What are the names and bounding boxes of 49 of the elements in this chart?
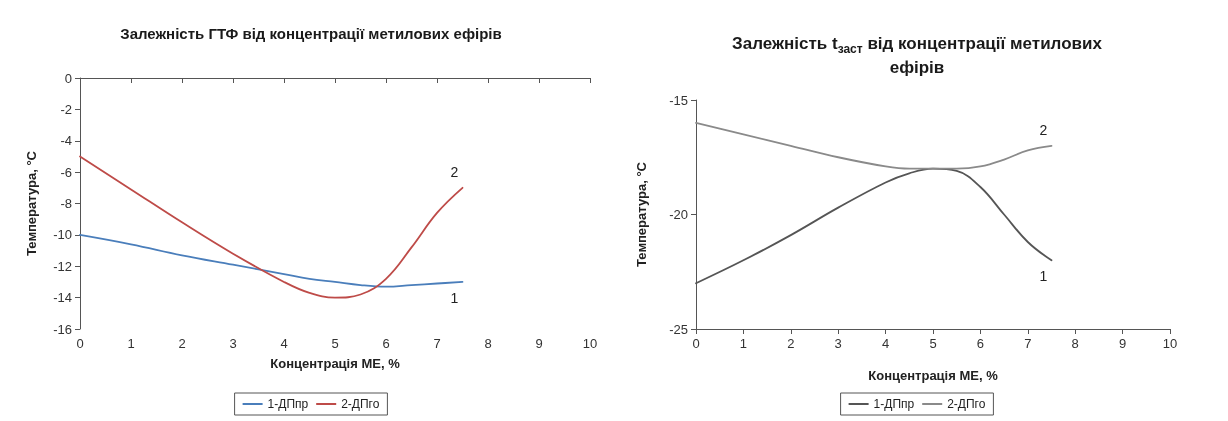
annotation: 2	[450, 163, 459, 180]
y-axis-title: Температура, °С	[24, 150, 39, 256]
y-tick-label: -15	[669, 92, 688, 108]
x-tick-label: 3	[229, 336, 237, 351]
annotation: 1	[1039, 268, 1048, 285]
line-series	[79, 233, 464, 288]
x-tick-label: 4	[881, 336, 890, 351]
x-tick-label: 0	[76, 336, 84, 351]
legend-label: 1-ДПпр	[267, 397, 309, 411]
legend-label: 2-ДПго	[947, 397, 986, 411]
line-series	[695, 122, 1053, 170]
x-tick-label: 10	[582, 336, 598, 351]
x-tick-label: 0	[692, 336, 700, 351]
x-tick-label: 5	[331, 336, 339, 351]
x-tick-label: 7	[433, 336, 441, 351]
x-tick-label: 1	[127, 336, 135, 351]
x-tick-label: 2	[178, 336, 186, 351]
x-tick-label: 8	[1071, 336, 1079, 351]
x-tick-label: 4	[280, 336, 288, 351]
y-tick-label: -20	[669, 207, 688, 222]
x-tick-label: 10	[1162, 336, 1178, 351]
x-axis-title: Концентрація МЕ, %	[868, 368, 999, 383]
y-tick-label: -16	[53, 321, 72, 337]
y-tick-label: -10	[53, 227, 72, 243]
x-tick-label: 6	[382, 336, 390, 351]
y-axis-title: Температура, °С	[634, 161, 649, 267]
x-tick-label: 9	[1118, 336, 1127, 351]
x-tick-label: 9	[535, 336, 543, 351]
x-tick-label: 2	[787, 336, 795, 351]
x-tick-label: 3	[834, 336, 842, 351]
y-tick-label: -2	[60, 101, 72, 117]
x-axis-title: Концентрація МЕ, %	[270, 356, 401, 371]
x-tick-label: 1	[739, 336, 748, 351]
x-tick-label: 5	[929, 336, 937, 351]
legend-label: 2-ДПго	[341, 397, 380, 411]
y-tick-label: -25	[669, 321, 688, 337]
x-tick-label: 7	[1024, 336, 1032, 351]
y-tick-label: 0	[64, 70, 72, 86]
x-tick-label: 8	[484, 336, 492, 351]
annotation: 1	[450, 289, 459, 306]
chart-title: Залежність ГТФ від концентрації метилових ефірів	[120, 24, 502, 42]
y-tick-label: -12	[53, 258, 72, 274]
annotation: 2	[1039, 121, 1048, 138]
x-tick-label: 6	[976, 336, 985, 351]
y-tick-label: -14	[53, 290, 72, 306]
y-tick-label: -8	[60, 196, 72, 211]
y-tick-label: -4	[60, 133, 72, 149]
y-tick-label: -6	[60, 164, 72, 180]
legend-label: 1-ДПпр	[873, 397, 915, 411]
